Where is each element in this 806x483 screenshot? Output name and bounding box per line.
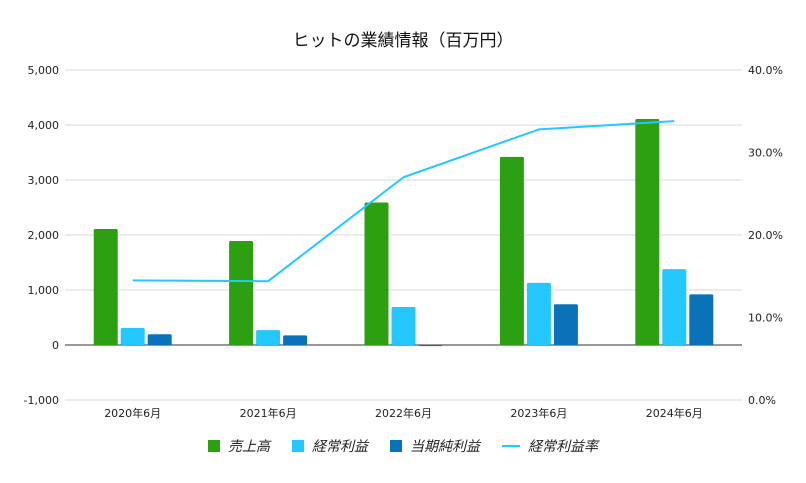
bar <box>635 118 660 345</box>
x-axis-tick-label: 2022年6月 <box>375 406 432 420</box>
chart-title: ヒットの業績情報（百万円） <box>293 31 514 51</box>
left-axis-tick-label: 2,000 <box>28 229 60 242</box>
lines <box>132 120 675 283</box>
bar <box>391 307 416 345</box>
left-axis-tick-label: 4,000 <box>28 119 60 132</box>
left-axis-tick-label: 0 <box>52 339 59 352</box>
left-axis-tick-label: 3,000 <box>28 174 60 187</box>
bars <box>93 118 714 347</box>
right-axis-tick-label: 10.0% <box>748 312 783 325</box>
x-axis-tick-label: 2020年6月 <box>104 406 161 420</box>
bar <box>120 327 145 345</box>
gridlines <box>65 69 742 401</box>
x-axis: 2020年6月 2021年6月 2022年6月 2023年6月 2024年6月 <box>104 406 703 420</box>
left-axis: -1,000 0 1,000 2,000 3,000 4,000 5,000 <box>24 64 59 407</box>
bar <box>662 269 687 345</box>
bar <box>147 334 172 345</box>
right-axis: 0.0% 10.0% 20.0% 30.0% 40.0% <box>748 64 783 407</box>
series-line <box>132 120 675 283</box>
left-axis-tick-label: -1,000 <box>24 394 59 407</box>
x-axis-tick-label: 2023年6月 <box>510 406 567 420</box>
legend-label: 経常利益率 <box>528 439 600 455</box>
legend: 売上高 経常利益 当期純利益 経常利益率 <box>208 439 600 455</box>
bar <box>553 304 578 345</box>
left-axis-tick-label: 5,000 <box>28 64 60 77</box>
legend-label: 経常利益 <box>312 439 370 455</box>
right-axis-tick-label: 40.0% <box>748 64 783 77</box>
right-axis-tick-label: 20.0% <box>748 229 783 242</box>
bar <box>229 241 254 345</box>
legend-label: 当期純利益 <box>410 439 482 455</box>
bar <box>499 156 524 345</box>
left-axis-tick-label: 1,000 <box>28 284 60 297</box>
bar <box>283 335 308 345</box>
bar <box>689 294 714 345</box>
legend-swatch <box>292 440 304 452</box>
bar <box>364 202 389 345</box>
right-axis-tick-label: 0.0% <box>748 394 776 407</box>
bar <box>93 228 118 345</box>
x-axis-tick-label: 2021年6月 <box>240 406 297 420</box>
bar <box>418 345 443 347</box>
bar <box>526 282 551 345</box>
legend-label: 売上高 <box>228 439 272 455</box>
x-axis-tick-label: 2024年6月 <box>646 406 703 420</box>
right-axis-tick-label: 30.0% <box>748 147 783 160</box>
bar <box>256 330 281 345</box>
legend-swatch <box>390 440 402 452</box>
legend-swatch <box>208 440 220 452</box>
